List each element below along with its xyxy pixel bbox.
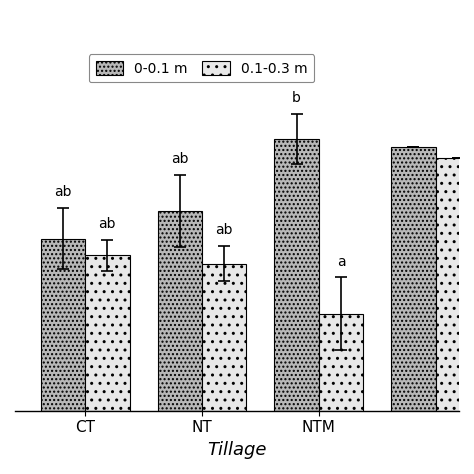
Text: b: b	[292, 91, 301, 105]
Text: ab: ab	[54, 185, 72, 199]
Bar	[436, 158, 474, 411]
Bar	[319, 314, 363, 411]
Bar	[157, 211, 202, 411]
Text: ab: ab	[215, 223, 233, 237]
Text: ab: ab	[171, 152, 189, 166]
Legend: 0-0.1 m, 0.1-0.3 m: 0-0.1 m, 0.1-0.3 m	[89, 54, 314, 82]
Bar	[202, 264, 246, 411]
Bar	[41, 238, 85, 411]
Bar	[391, 147, 436, 411]
Bar	[274, 139, 319, 411]
Text: a: a	[337, 255, 345, 269]
X-axis label: Tillage: Tillage	[207, 441, 267, 459]
Bar	[85, 255, 129, 411]
Text: ab: ab	[99, 217, 116, 231]
